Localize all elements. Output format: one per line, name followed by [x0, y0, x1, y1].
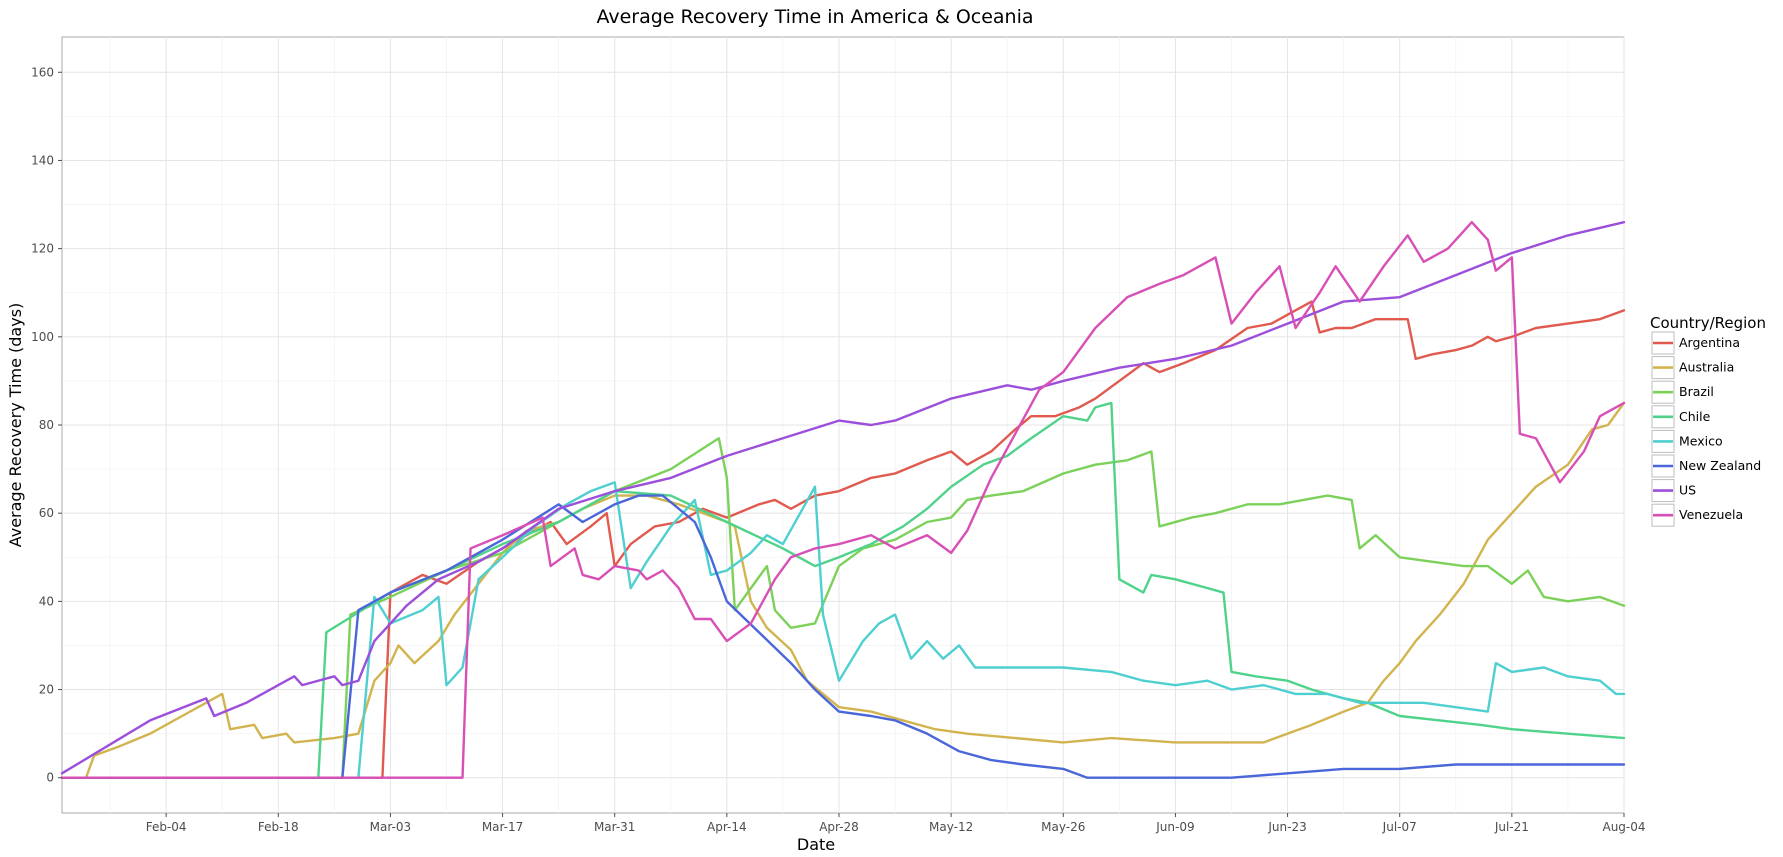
- x-axis-title: Date: [797, 835, 835, 854]
- series-lines: [60, 220, 1626, 779]
- y-tick-label: 0: [46, 771, 54, 785]
- y-tick-label: 40: [39, 594, 54, 608]
- x-axis-ticks: Feb-04 Feb-18 Mar-03 Mar-17 Mar-31 Apr-14 Apr-…: [146, 813, 1646, 834]
- x-tick-label: Aug-04: [1602, 820, 1645, 834]
- legend: Country/Region Argentina Australia Brazil C…: [1650, 314, 1766, 527]
- x-tick-label: Jun-23: [1267, 820, 1306, 834]
- y-tick-label: 140: [31, 153, 54, 167]
- plot-area: [60, 36, 1626, 814]
- x-tick-label: Mar-03: [370, 820, 411, 834]
- legend-label-australia: Australia: [1679, 360, 1734, 375]
- legend-label-mexico: Mexico: [1679, 433, 1723, 448]
- chart-title: Average Recovery Time in America & Ocean…: [596, 6, 1033, 28]
- y-tick-label: 100: [31, 330, 54, 344]
- legend-label-venezuela: Venezuela: [1679, 507, 1743, 522]
- series-line-argentina: [60, 300, 1626, 779]
- legend-items: Argentina Australia Brazil Chile Mexico New Z…: [1651, 331, 1761, 527]
- x-tick-label: Jul-21: [1494, 820, 1529, 834]
- y-tick-label: 20: [39, 683, 54, 697]
- series-line-mexico: [60, 481, 1626, 779]
- y-tick-label: 80: [39, 418, 54, 432]
- legend-label-brazil: Brazil: [1679, 384, 1714, 399]
- y-tick-label: 60: [39, 506, 54, 520]
- x-tick-label: Jul-07: [1382, 820, 1417, 834]
- x-tick-label: Feb-04: [146, 820, 187, 834]
- legend-label-us: US: [1679, 483, 1696, 498]
- series-line-new-zealand: [60, 494, 1626, 779]
- series-line-brazil: [60, 437, 1626, 779]
- gridlines: [62, 37, 1625, 813]
- legend-title: Country/Region: [1650, 314, 1766, 332]
- legend-label-argentina: Argentina: [1679, 335, 1740, 350]
- y-axis-ticks: 0 20 40 60 80 100 120 140 160: [31, 65, 62, 785]
- series-line-australia: [60, 401, 1626, 779]
- x-tick-label: Mar-17: [482, 820, 523, 834]
- y-tick-label: 120: [31, 242, 54, 256]
- x-tick-label: May-12: [929, 820, 973, 834]
- y-axis-title: Average Recovery Time (days): [6, 303, 25, 548]
- series-line-venezuela: [60, 220, 1626, 779]
- legend-label-new-zealand: New Zealand: [1679, 458, 1761, 473]
- x-tick-label: Jun-09: [1155, 820, 1194, 834]
- legend-label-chile: Chile: [1679, 409, 1711, 424]
- x-tick-label: Apr-28: [819, 820, 859, 834]
- series-line-us: [60, 220, 1626, 775]
- y-tick-label: 160: [31, 65, 54, 79]
- x-tick-label: Apr-14: [707, 820, 747, 834]
- x-tick-label: Mar-31: [594, 820, 635, 834]
- x-tick-label: Feb-18: [258, 820, 299, 834]
- x-tick-label: May-26: [1041, 820, 1085, 834]
